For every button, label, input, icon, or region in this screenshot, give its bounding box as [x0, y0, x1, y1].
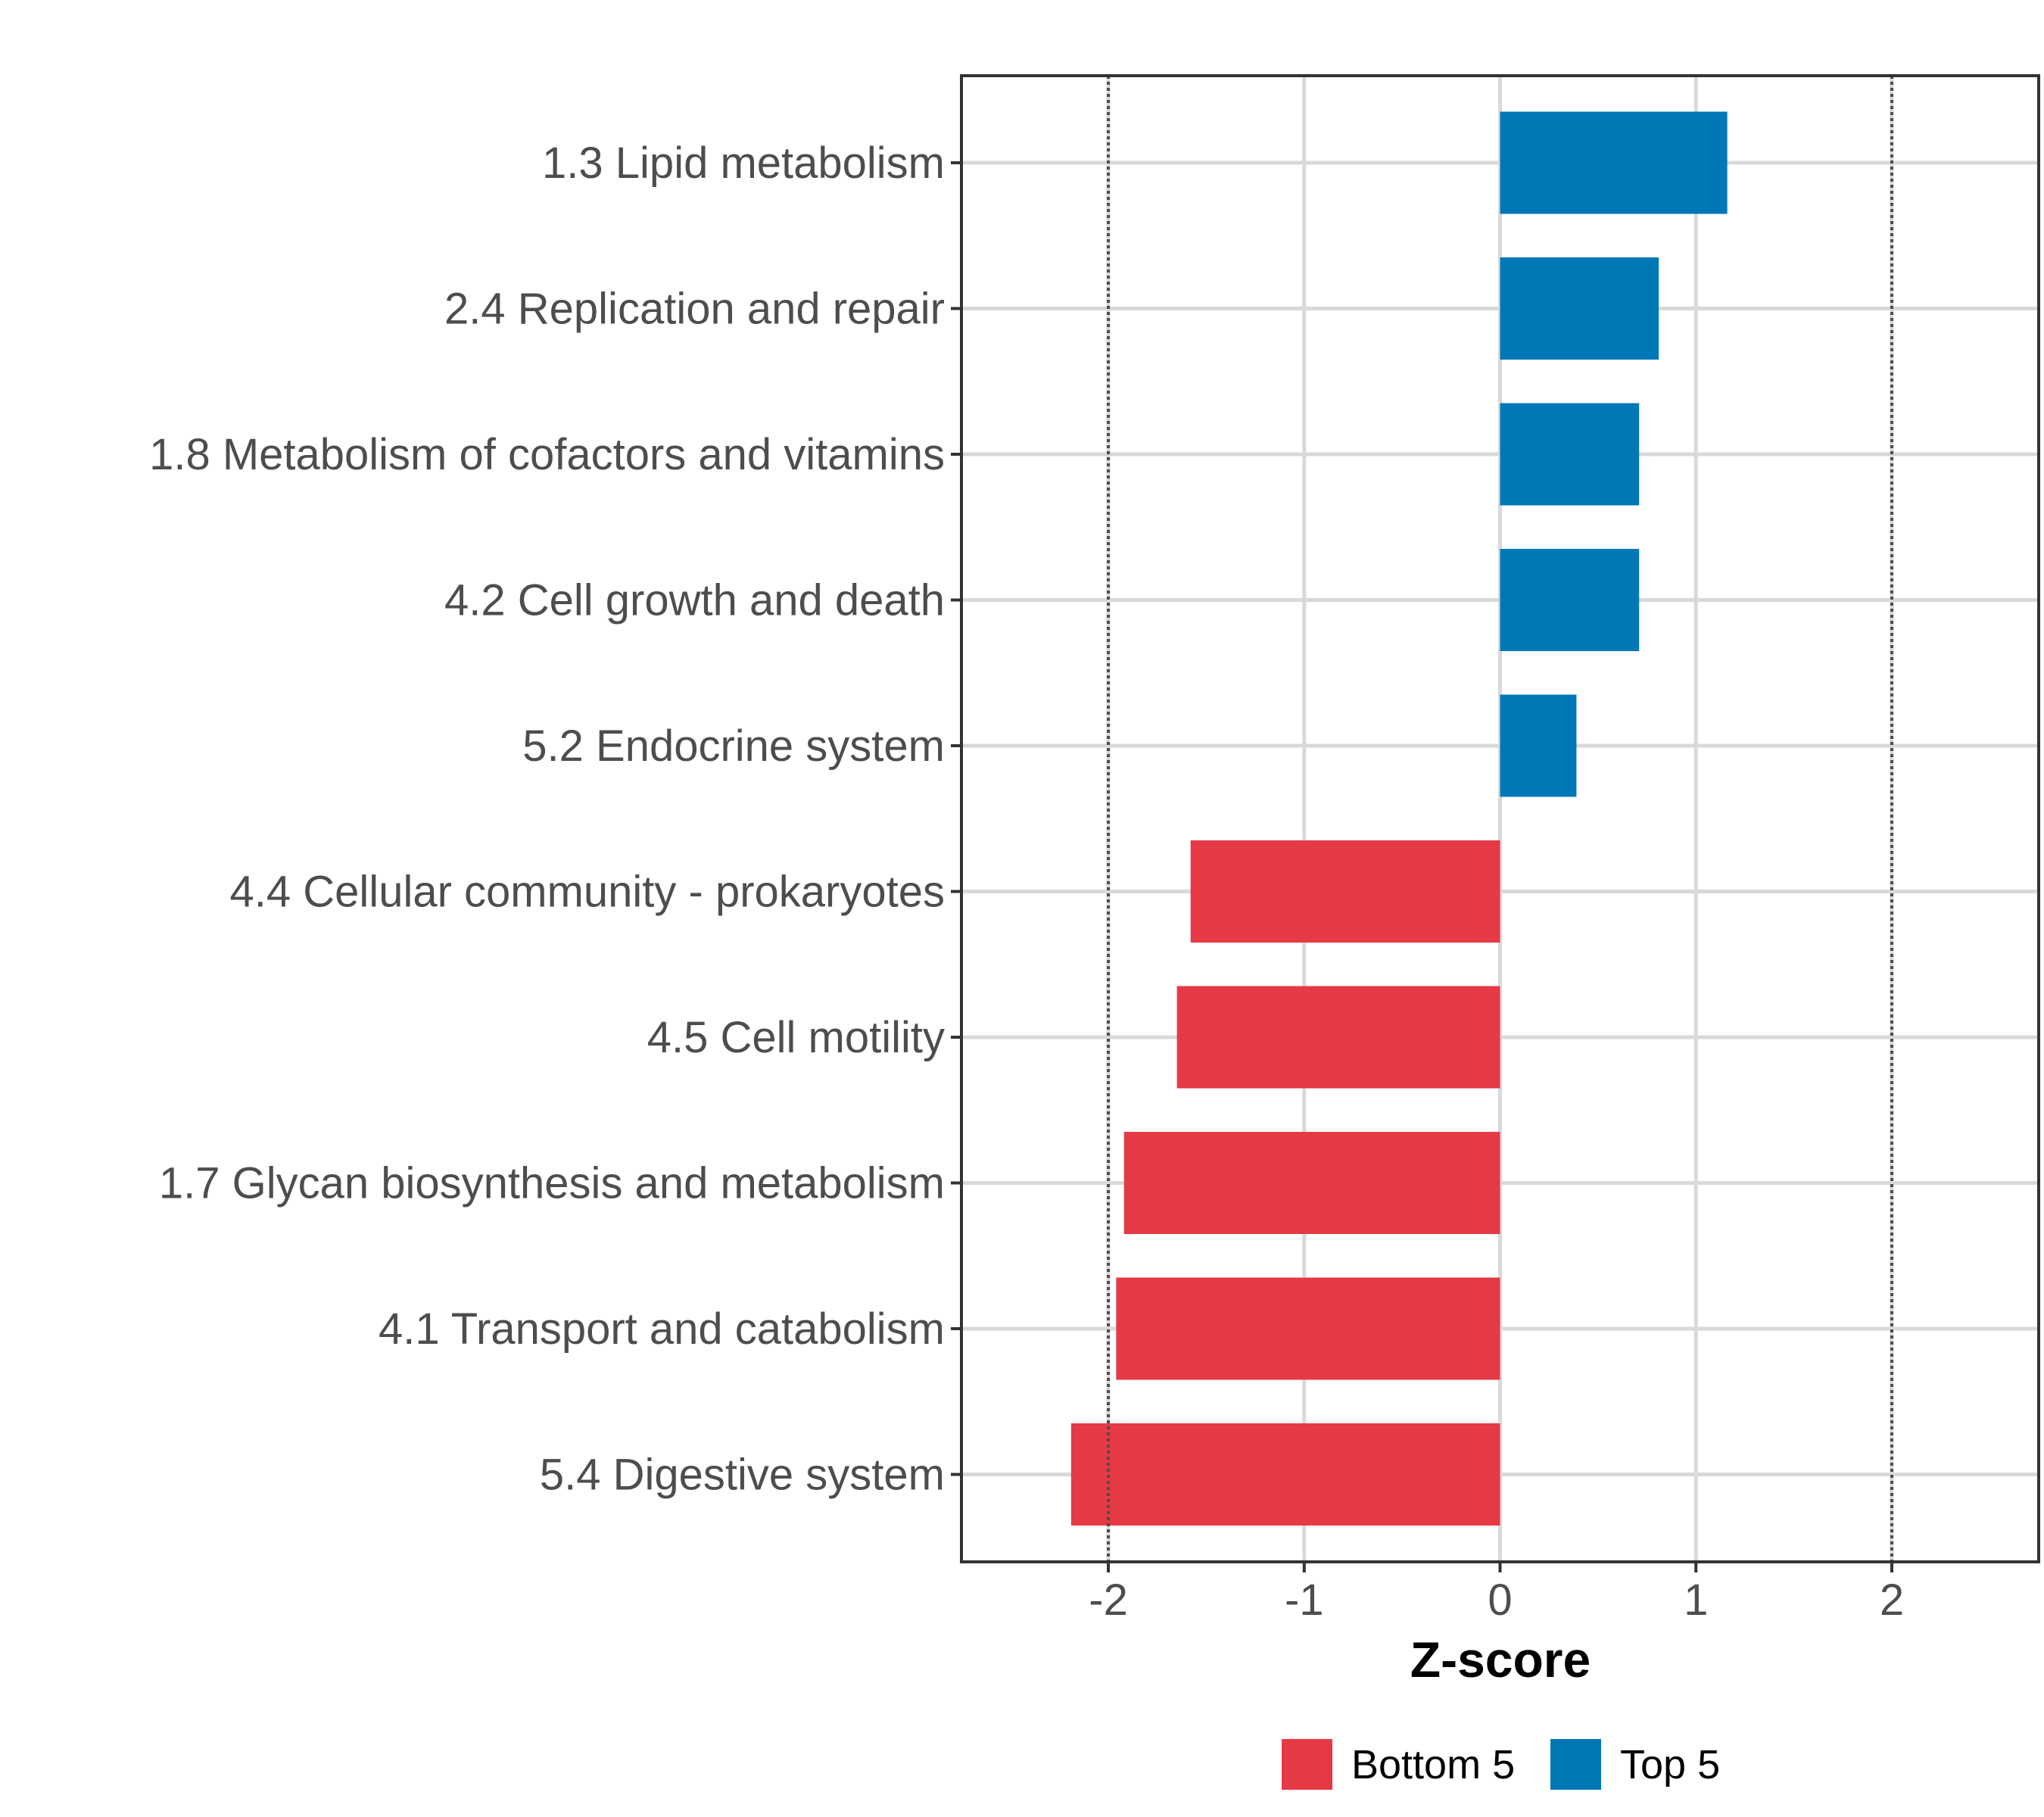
x-axis: -2 -1 0 1 2 — [1089, 1562, 1904, 1625]
bar — [1190, 840, 1500, 943]
x-tick-label: 2 — [1880, 1575, 1904, 1625]
legend-swatch — [1550, 1739, 1601, 1790]
category-label: 5.2 Endocrine system — [522, 722, 945, 771]
x-axis-title: Z-score — [1410, 1632, 1591, 1688]
category-label: 1.3 Lipid metabolism — [542, 139, 945, 188]
bar — [1500, 549, 1640, 651]
legend-swatch — [1282, 1739, 1332, 1790]
x-tick-label: 0 — [1488, 1575, 1512, 1625]
x-tick-label: 1 — [1684, 1575, 1708, 1625]
category-label: 4.4 Cellular community - prokaryotes — [230, 868, 945, 917]
x-tick-label: -2 — [1089, 1575, 1128, 1625]
reference-lines — [1107, 76, 1893, 1562]
bar — [1500, 694, 1577, 797]
category-label: 2.4 Replication and repair — [444, 285, 945, 334]
bar — [1176, 986, 1500, 1089]
bar — [1500, 111, 1728, 214]
legend-label: Bottom 5 — [1351, 1742, 1515, 1787]
category-label: 4.5 Cell motility — [647, 1013, 945, 1062]
bar — [1116, 1277, 1500, 1380]
category-label: 5.4 Digestive system — [540, 1451, 945, 1500]
y-axis: 1.3 Lipid metabolism 2.4 Replication and … — [149, 139, 961, 1500]
bar — [1500, 257, 1659, 360]
bar — [1123, 1132, 1500, 1234]
category-label: 4.1 Transport and catabolism — [379, 1304, 945, 1354]
category-label: 1.7 Glycan biosynthesis and metabolism — [159, 1159, 945, 1208]
legend: Bottom 5 Top 5 — [1282, 1739, 1720, 1790]
bar — [1070, 1423, 1500, 1526]
category-label: 1.8 Metabolism of cofactors and vitamins — [149, 430, 945, 479]
legend-label: Top 5 — [1620, 1742, 1720, 1787]
bars — [1070, 111, 1728, 1526]
category-label: 4.2 Cell growth and death — [444, 576, 945, 625]
x-tick-label: -1 — [1285, 1575, 1324, 1625]
bar — [1500, 403, 1640, 506]
